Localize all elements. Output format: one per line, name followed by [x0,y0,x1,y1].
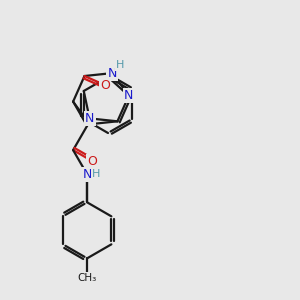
Text: N: N [108,67,117,80]
Text: N: N [124,89,134,102]
Text: H: H [92,169,100,179]
Text: CH₃: CH₃ [77,273,97,283]
Text: O: O [100,79,110,92]
Text: O: O [88,155,98,168]
Text: N: N [85,112,94,125]
Text: H: H [116,60,124,70]
Text: N: N [82,168,92,181]
